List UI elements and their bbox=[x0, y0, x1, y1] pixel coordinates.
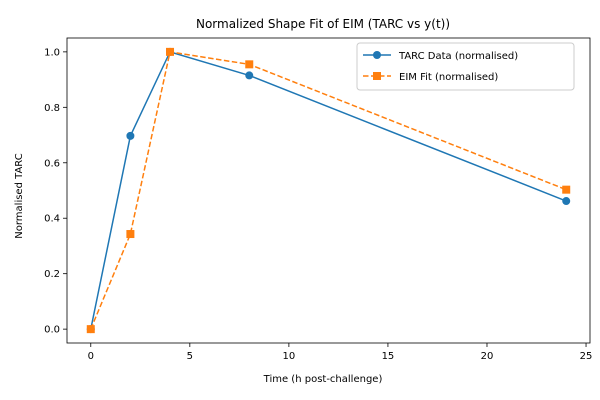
x-tick-label: 10 bbox=[283, 351, 296, 362]
data-point-series-1 bbox=[562, 185, 571, 194]
x-axis-label: Time (h post-challenge) bbox=[263, 374, 383, 385]
chart-title: Normalized Shape Fit of EIM (TARC vs y(t… bbox=[196, 17, 450, 31]
legend-label-0: TARC Data (normalised) bbox=[398, 51, 518, 62]
x-tick-label: 25 bbox=[580, 351, 593, 362]
y-tick-label: 0.0 bbox=[44, 325, 60, 336]
y-tick-label: 0.6 bbox=[44, 158, 60, 169]
y-tick-label: 0.8 bbox=[44, 103, 60, 114]
x-tick-label: 15 bbox=[382, 351, 395, 362]
data-point-series-1 bbox=[86, 325, 95, 334]
legend-label-1: EIM Fit (normalised) bbox=[399, 72, 498, 83]
x-tick-label: 0 bbox=[88, 351, 94, 362]
y-tick-label: 1.0 bbox=[44, 47, 60, 58]
legend-marker-1 bbox=[373, 72, 381, 80]
data-point-series-1 bbox=[126, 230, 135, 239]
data-point-series-0 bbox=[562, 197, 571, 206]
y-axis-label: Normalised TARC bbox=[14, 153, 25, 238]
data-point-series-0 bbox=[126, 131, 135, 140]
data-point-series-0 bbox=[245, 71, 254, 80]
data-point-series-1 bbox=[245, 60, 254, 69]
legend-frame bbox=[356, 42, 575, 91]
legend-marker-0 bbox=[373, 51, 381, 59]
x-tick-label: 5 bbox=[187, 351, 193, 362]
x-tick-label: 20 bbox=[481, 351, 494, 362]
data-point-series-1 bbox=[166, 47, 175, 56]
y-tick-label: 0.4 bbox=[44, 214, 60, 225]
y-tick-label: 0.2 bbox=[44, 269, 60, 280]
legend: TARC Data (normalised) EIM Fit (normalise… bbox=[356, 42, 575, 91]
